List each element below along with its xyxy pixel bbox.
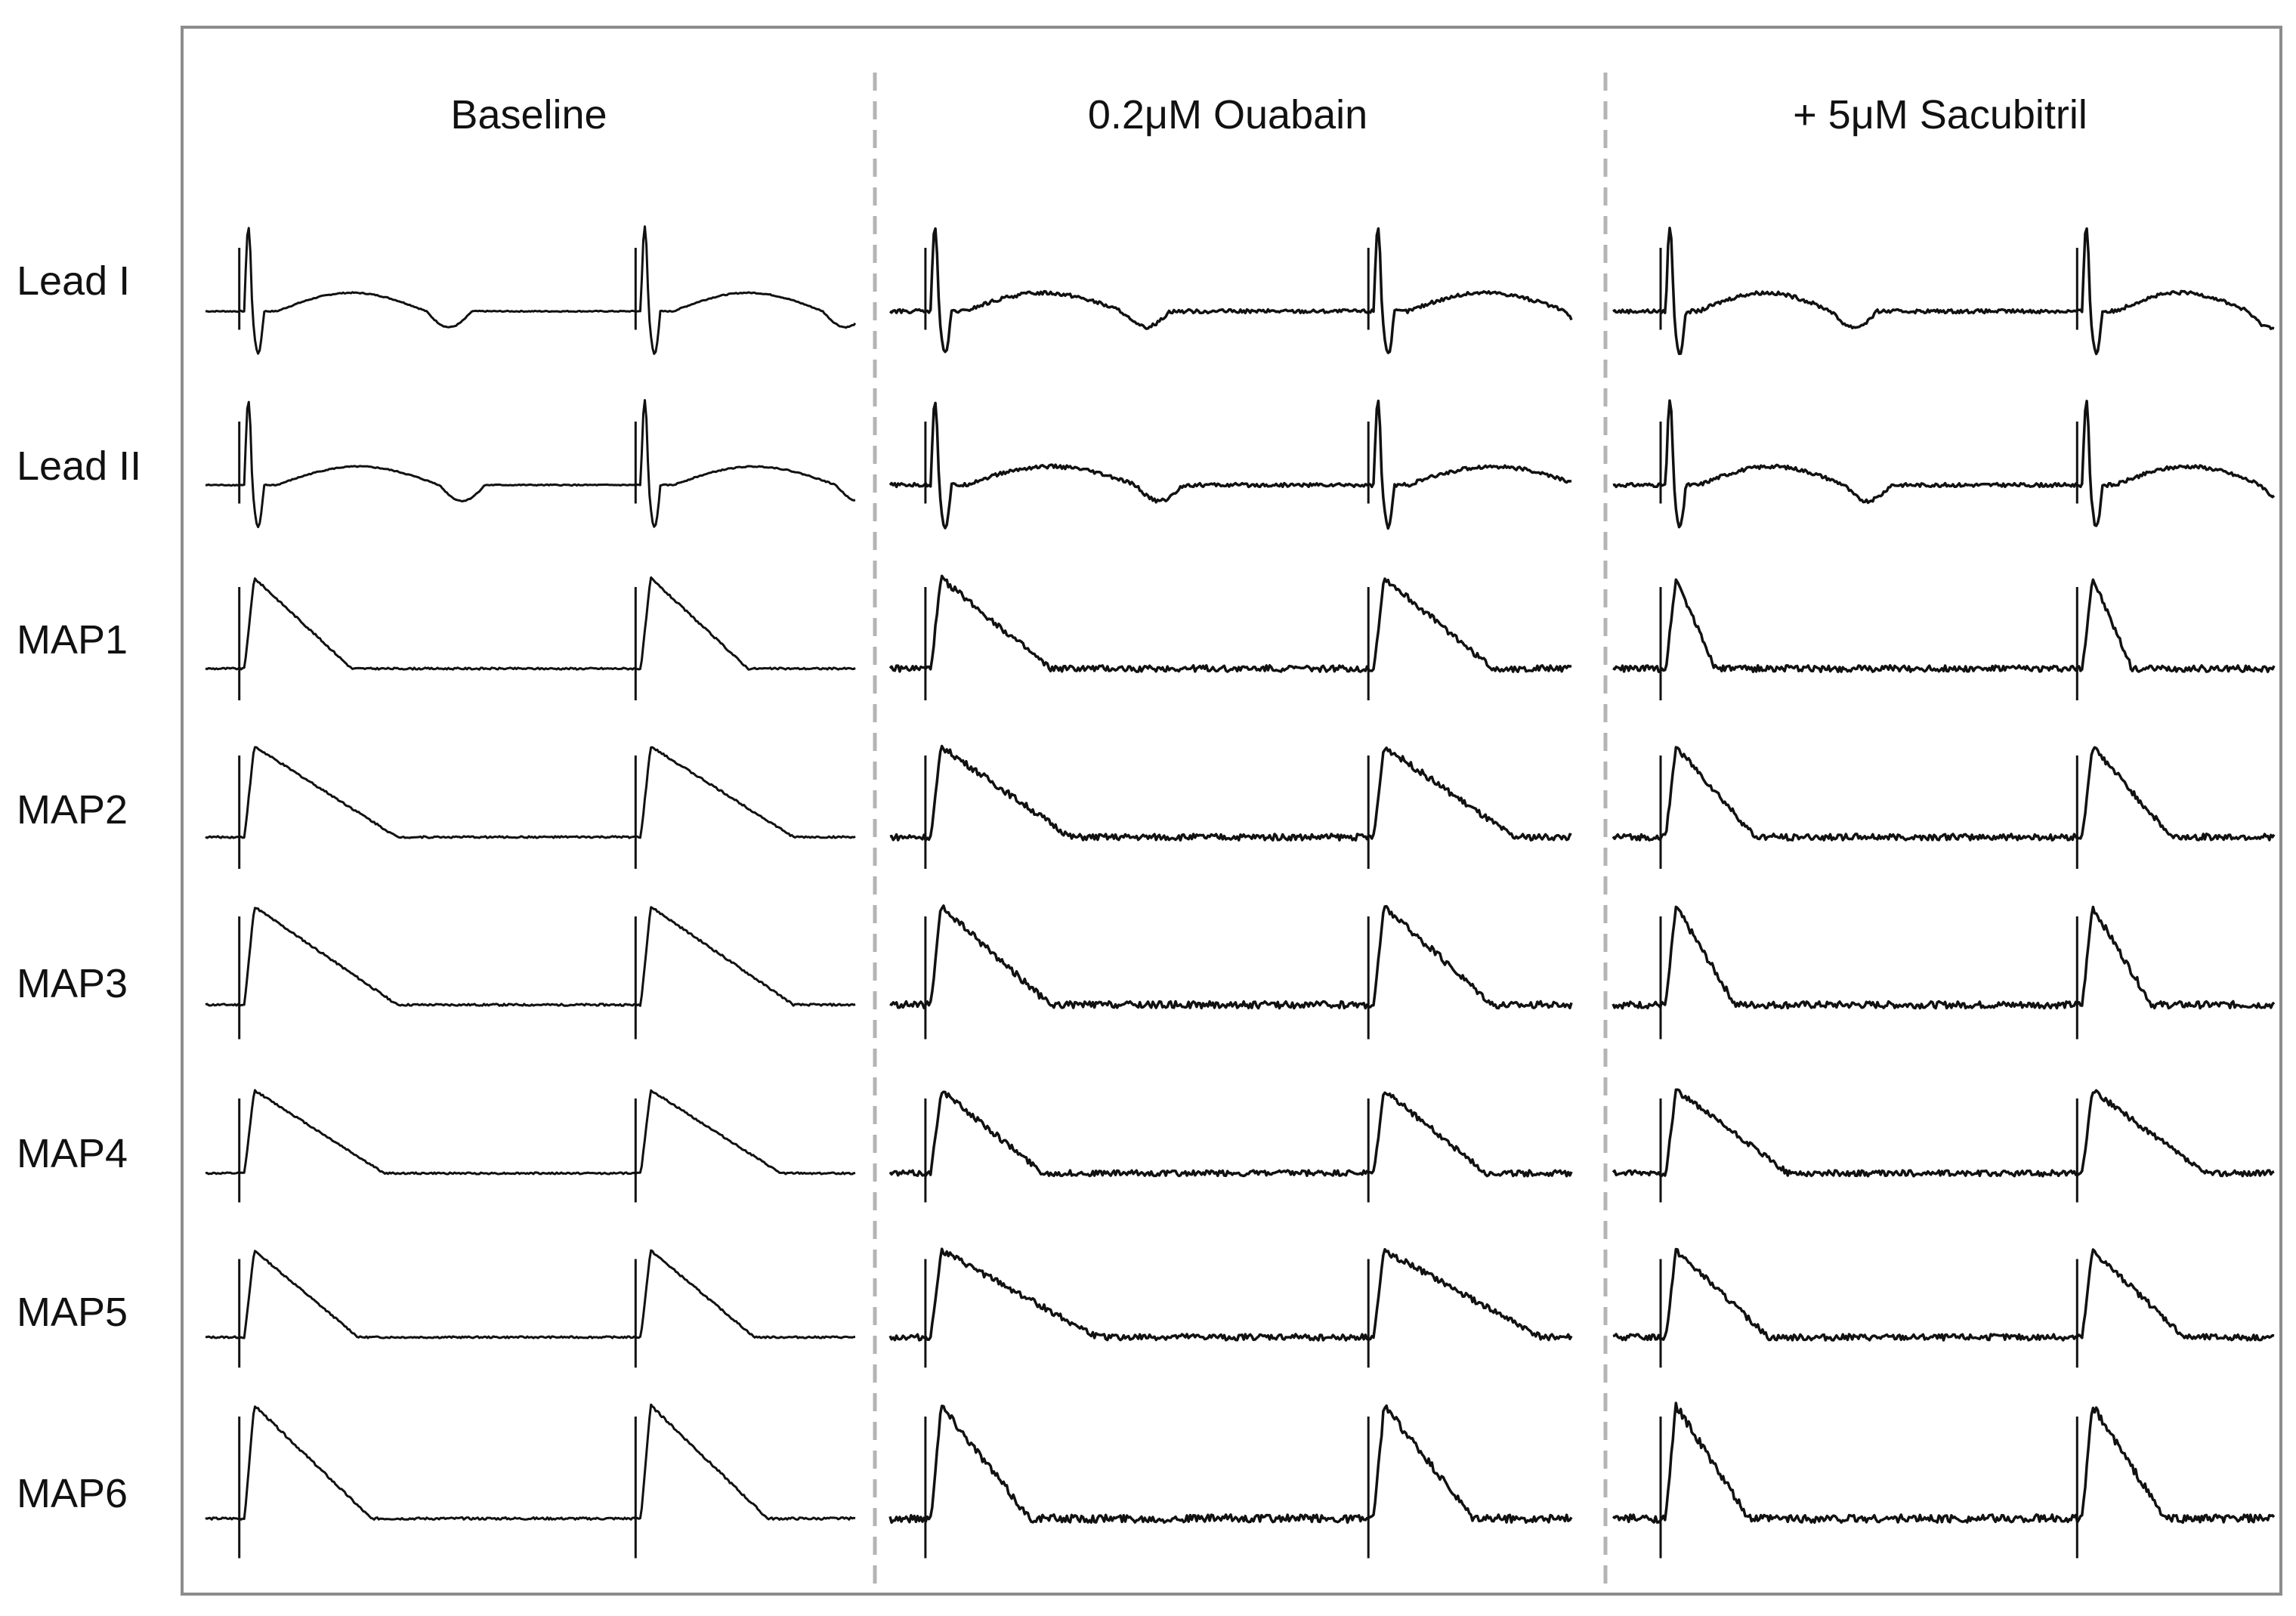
- row-label-map3: MAP3: [17, 961, 128, 1006]
- panel-title-ouabain: 0.2μM Ouabain: [1087, 92, 1368, 137]
- trace-0-2-m-ouabain-lead-ii: [888, 399, 1572, 530]
- trace-baseline-map5: [205, 1249, 855, 1339]
- trace--5-m-sacubitril-lead-ii: [1612, 399, 2276, 529]
- trace-0-2-m-ouabain-map4: [888, 1090, 1573, 1178]
- row-label-map1: MAP1: [17, 617, 128, 663]
- row-label-lead-i: Lead I: [17, 258, 131, 304]
- trace--5-m-sacubitril-map2: [1612, 746, 2276, 842]
- trace--5-m-sacubitril-lead-i: [1612, 226, 2275, 356]
- trace-baseline-map3: [205, 906, 856, 1007]
- trace--5-m-sacubitril-map4: [1612, 1088, 2275, 1178]
- row-label-map4: MAP4: [17, 1131, 128, 1176]
- trace--5-m-sacubitril-map1: [1612, 578, 2276, 673]
- trace-baseline-map1: [205, 576, 856, 671]
- row-label-lead-ii: Lead II: [17, 443, 142, 489]
- trace--5-m-sacubitril-map5: [1612, 1247, 2275, 1342]
- trace-baseline-lead-i: [205, 225, 857, 355]
- trace-0-2-m-ouabain-map2: [889, 744, 1572, 842]
- row-label-map5: MAP5: [17, 1290, 128, 1335]
- trace-baseline-map2: [205, 746, 856, 839]
- figure-frame: [181, 26, 2282, 1596]
- trace-0-2-m-ouabain-lead-i: [888, 227, 1573, 354]
- trace-0-2-m-ouabain-map1: [888, 574, 1572, 673]
- row-label-map2: MAP2: [17, 787, 128, 833]
- panel-title-sacubitril: + 5μM Sacubitril: [1793, 92, 2087, 137]
- trace-0-2-m-ouabain-map5: [888, 1247, 1573, 1342]
- trace-group: [205, 225, 2276, 1559]
- panel-title-baseline: Baseline: [450, 92, 607, 137]
- trace-baseline-lead-ii: [205, 399, 856, 529]
- trace--5-m-sacubitril-map6: [1612, 1401, 2276, 1524]
- trace-baseline-map6: [205, 1403, 856, 1521]
- trace-0-2-m-ouabain-map3: [889, 904, 1573, 1010]
- trace--5-m-sacubitril-map3: [1612, 905, 2276, 1010]
- trace-0-2-m-ouabain-map6: [888, 1404, 1573, 1524]
- trace-baseline-map4: [205, 1089, 856, 1176]
- row-label-map6: MAP6: [17, 1471, 128, 1516]
